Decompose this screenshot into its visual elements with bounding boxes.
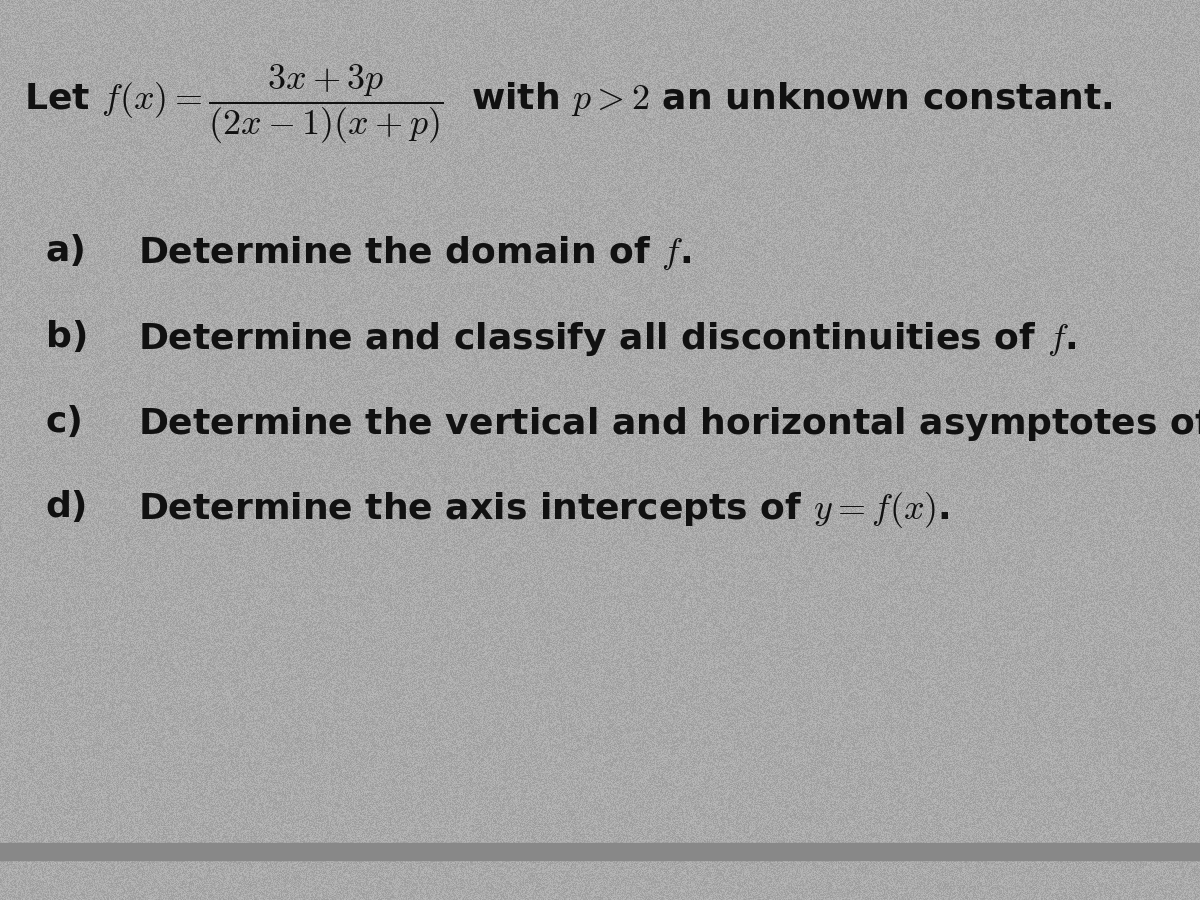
Text: b): b) xyxy=(46,320,88,354)
Bar xyxy=(0,843,1200,860)
Text: Determine the axis intercepts of $y = f(x)$.: Determine the axis intercepts of $y = f(… xyxy=(138,491,949,530)
Text: c): c) xyxy=(46,405,84,439)
Text: Determine the domain of $f$.: Determine the domain of $f$. xyxy=(138,234,691,272)
Text: Determine and classify all discontinuities of $f$.: Determine and classify all discontinuiti… xyxy=(138,320,1076,357)
Text: Determine the vertical and horizontal asymptotes of $f$: Determine the vertical and horizontal as… xyxy=(138,405,1200,443)
Text: d): d) xyxy=(46,491,88,525)
Text: Let $f(x) = \dfrac{3x+3p}{(2x-1)(x+p)}$  with $p > 2$ an unknown constant.: Let $f(x) = \dfrac{3x+3p}{(2x-1)(x+p)}$ … xyxy=(24,63,1112,147)
Text: a): a) xyxy=(46,234,86,268)
